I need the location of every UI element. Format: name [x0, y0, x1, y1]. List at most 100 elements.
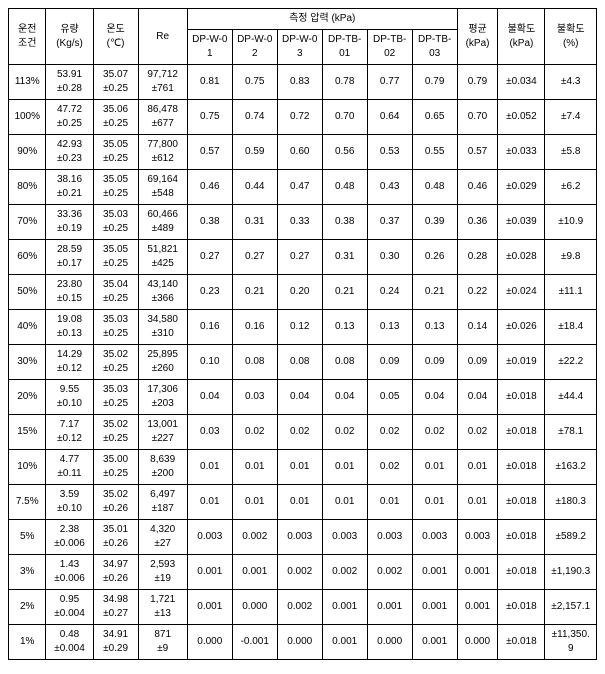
- cell-uncertainty-kpa: ±0.018: [498, 415, 545, 450]
- cell-re: 77,800±612: [138, 135, 187, 170]
- cell-average: 0.46: [457, 170, 498, 205]
- cell-uncertainty-pct: ±22.2: [545, 345, 597, 380]
- cell-re: 69,164±548: [138, 170, 187, 205]
- cell-dp: 0.21: [322, 275, 367, 310]
- cell-uncertainty-kpa: ±0.018: [498, 450, 545, 485]
- cell-re: 34,580±310: [138, 310, 187, 345]
- cell-uncertainty-kpa: ±0.026: [498, 310, 545, 345]
- cell-dp: 0.38: [187, 205, 232, 240]
- cell-uncertainty-pct: ±2,157.1: [545, 590, 597, 625]
- cell-uncertainty-pct: ±11,350.9: [545, 625, 597, 660]
- cell-dp: 0.01: [322, 485, 367, 520]
- cell-dp: 0.12: [277, 310, 322, 345]
- cell-dp: 0.43: [367, 170, 412, 205]
- cell-dp: 0.08: [322, 345, 367, 380]
- cell-dp: 0.31: [232, 205, 277, 240]
- cell-dp: 0.81: [187, 65, 232, 100]
- cell-dp: 0.01: [232, 485, 277, 520]
- cell-uncertainty-pct: ±4.3: [545, 65, 597, 100]
- cell-condition: 20%: [9, 380, 46, 415]
- cell-dp: 0.21: [412, 275, 457, 310]
- table-body: 113%53.91±0.2835.07±0.2597,712±7610.810.…: [9, 65, 597, 660]
- cell-dp: 0.01: [412, 485, 457, 520]
- cell-dp: 0.05: [367, 380, 412, 415]
- cell-dp: 0.79: [412, 65, 457, 100]
- cell-average: 0.79: [457, 65, 498, 100]
- cell-flow: 0.95±0.004: [46, 590, 93, 625]
- cell-average: 0.28: [457, 240, 498, 275]
- cell-condition: 3%: [9, 555, 46, 590]
- cell-temp: 35.03±0.25: [93, 380, 138, 415]
- cell-dp: 0.002: [322, 555, 367, 590]
- cell-condition: 2%: [9, 590, 46, 625]
- table-row: 113%53.91±0.2835.07±0.2597,712±7610.810.…: [9, 65, 597, 100]
- cell-dp: 0.64: [367, 100, 412, 135]
- cell-dp: 0.02: [367, 415, 412, 450]
- cell-dp: 0.46: [187, 170, 232, 205]
- cell-dp: 0.53: [367, 135, 412, 170]
- cell-average: 0.02: [457, 415, 498, 450]
- cell-dp: 0.01: [277, 450, 322, 485]
- cell-dp: 0.26: [412, 240, 457, 275]
- cell-uncertainty-pct: ±5.8: [545, 135, 597, 170]
- cell-flow: 14.29±0.12: [46, 345, 93, 380]
- cell-re: 25,895±260: [138, 345, 187, 380]
- cell-average: 0.01: [457, 450, 498, 485]
- table-row: 10%4.77±0.1135.00±0.258,639±2000.010.010…: [9, 450, 597, 485]
- cell-dp: 0.01: [322, 450, 367, 485]
- header-dp-tb-01: DP-TB-01: [322, 30, 367, 65]
- cell-condition: 40%: [9, 310, 46, 345]
- cell-condition: 70%: [9, 205, 46, 240]
- cell-dp: 0.001: [187, 590, 232, 625]
- cell-dp: 0.60: [277, 135, 322, 170]
- cell-flow: 23.80±0.15: [46, 275, 93, 310]
- cell-dp: 0.003: [322, 520, 367, 555]
- cell-uncertainty-pct: ±7.4: [545, 100, 597, 135]
- cell-dp: 0.003: [277, 520, 322, 555]
- cell-temp: 35.06±0.25: [93, 100, 138, 135]
- table-row: 30%14.29±0.1235.02±0.2525,895±2600.100.0…: [9, 345, 597, 380]
- cell-re: 17,306±203: [138, 380, 187, 415]
- cell-uncertainty-pct: ±78.1: [545, 415, 597, 450]
- cell-flow: 2.38±0.006: [46, 520, 93, 555]
- cell-uncertainty-pct: ±163.2: [545, 450, 597, 485]
- cell-dp: 0.03: [187, 415, 232, 450]
- cell-uncertainty-kpa: ±0.019: [498, 345, 545, 380]
- cell-dp: 0.55: [412, 135, 457, 170]
- cell-re: 871±9: [138, 625, 187, 660]
- cell-dp: 0.01: [412, 450, 457, 485]
- cell-average: 0.57: [457, 135, 498, 170]
- cell-dp: 0.000: [277, 625, 322, 660]
- header-uncertainty-kpa: 불확도(kPa): [498, 9, 545, 65]
- header-dp-w-01: DP-W-01: [187, 30, 232, 65]
- cell-dp: 0.002: [277, 590, 322, 625]
- table-row: 3%1.43±0.00634.97±0.262,593±190.0010.001…: [9, 555, 597, 590]
- header-average: 평균(kPa): [457, 9, 498, 65]
- cell-dp: 0.33: [277, 205, 322, 240]
- header-dp-tb-03: DP-TB-03: [412, 30, 457, 65]
- cell-condition: 7.5%: [9, 485, 46, 520]
- cell-uncertainty-pct: ±18.4: [545, 310, 597, 345]
- cell-condition: 1%: [9, 625, 46, 660]
- cell-dp: 0.72: [277, 100, 322, 135]
- cell-uncertainty-kpa: ±0.018: [498, 590, 545, 625]
- cell-average: 0.01: [457, 485, 498, 520]
- cell-dp: 0.13: [322, 310, 367, 345]
- cell-average: 0.14: [457, 310, 498, 345]
- cell-uncertainty-pct: ±6.2: [545, 170, 597, 205]
- cell-dp: 0.83: [277, 65, 322, 100]
- cell-average: 0.36: [457, 205, 498, 240]
- cell-average: 0.04: [457, 380, 498, 415]
- cell-uncertainty-kpa: ±0.018: [498, 485, 545, 520]
- cell-dp: 0.02: [322, 415, 367, 450]
- cell-condition: 90%: [9, 135, 46, 170]
- header-temp: 온도(℃): [93, 9, 138, 65]
- cell-dp: 0.47: [277, 170, 322, 205]
- cell-dp: 0.48: [412, 170, 457, 205]
- cell-flow: 7.17±0.12: [46, 415, 93, 450]
- cell-flow: 3.59±0.10: [46, 485, 93, 520]
- cell-condition: 50%: [9, 275, 46, 310]
- cell-temp: 35.05±0.25: [93, 170, 138, 205]
- cell-dp: 0.16: [232, 310, 277, 345]
- cell-re: 8,639±200: [138, 450, 187, 485]
